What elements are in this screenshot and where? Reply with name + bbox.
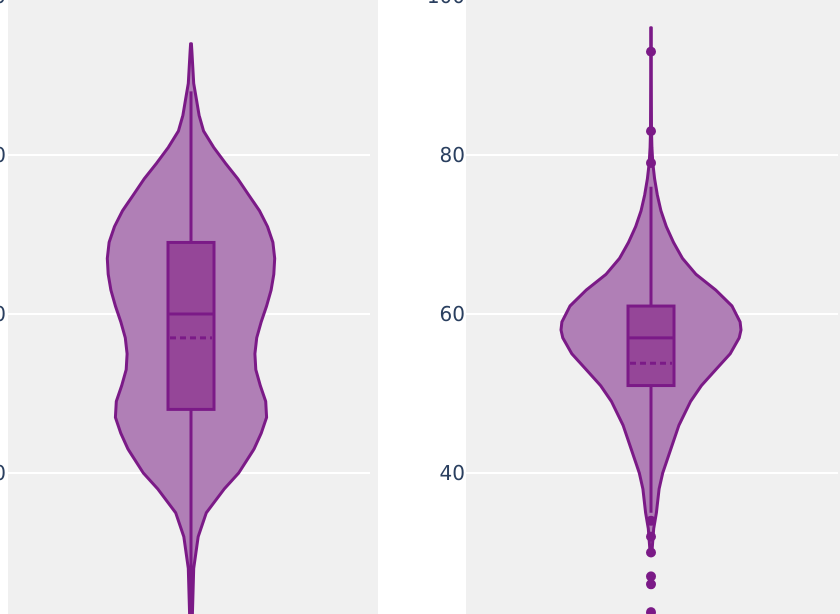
outlier-point-1-8 [646,607,656,614]
y-axis-tick-labels: 20406080100406080100 [0,0,465,485]
outlier-point-1-3 [646,515,656,526]
outlier-point-1-0 [646,46,656,57]
box-1 [626,304,676,388]
outlier-point-1-1 [646,126,656,137]
outlier-point-1-5 [646,547,656,558]
outlier-point-1-6 [646,571,656,582]
y-tick-label-0-4: 100 [0,0,6,8]
outlier-point-1-4 [646,531,656,542]
outlier-point-1-2 [646,157,656,168]
violins [105,26,743,614]
box-0 [166,240,216,411]
y-tick-label-0-2: 60 [0,302,6,326]
y-tick-label-1-1: 60 [440,302,465,326]
outlier-point-1-7 [646,579,656,590]
y-tick-label-1-3: 100 [427,0,465,8]
y-tick-label-1-0: 40 [440,461,465,485]
y-tick-label-0-1: 40 [0,461,6,485]
y-tick-label-1-2: 80 [440,143,465,167]
y-tick-label-0-3: 80 [0,143,6,167]
